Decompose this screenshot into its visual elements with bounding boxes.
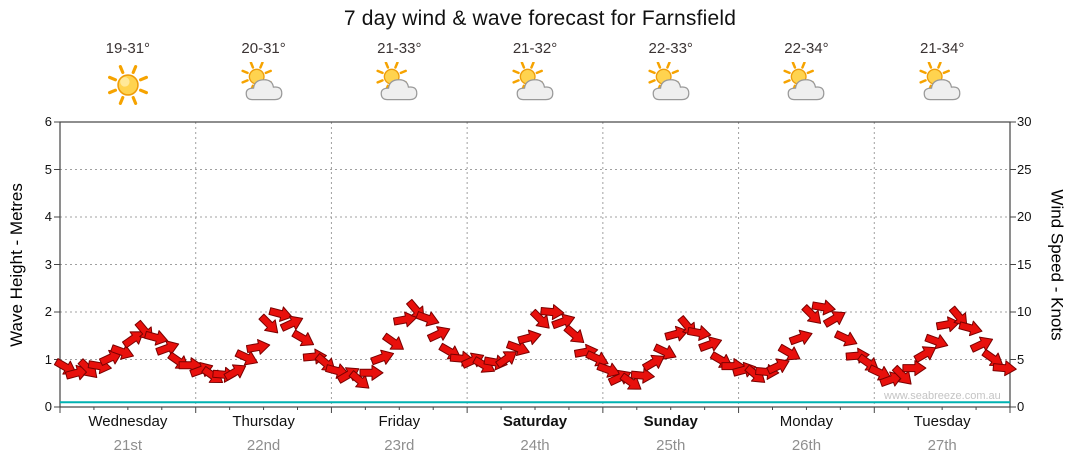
day-name: Thursday: [232, 413, 295, 430]
day-label: Thursday 22nd: [196, 413, 332, 454]
wave-tick-label: 0: [44, 399, 52, 414]
wind-tick-label: 10: [1017, 304, 1032, 319]
day-name: Saturday: [502, 413, 568, 430]
wind-tick-label: 0: [1017, 399, 1025, 414]
day-date: 27th: [927, 437, 957, 454]
watermark: www.seabreeze.com.au: [884, 390, 1001, 402]
wind-tick-label: 30: [1017, 114, 1032, 129]
day-name: Monday: [779, 413, 834, 430]
sun-icon: [105, 62, 151, 108]
day-label: Wednesday 21st: [60, 413, 196, 454]
temp-range-label: 20-31°: [241, 40, 286, 57]
day-date: 23rd: [384, 437, 415, 454]
wave-tick-label: 5: [44, 161, 52, 177]
temp-range-label: 19-31°: [105, 40, 151, 57]
day-summary: 19-31°: [60, 40, 196, 120]
day-summary: 22-34°: [739, 40, 875, 120]
day-name: Sunday: [643, 413, 698, 430]
sun-cloud-icon: [783, 61, 829, 108]
day-summary: 22-33°: [603, 40, 739, 120]
sun-cloud-icon: [512, 61, 558, 108]
day-date: 26th: [791, 437, 822, 454]
day-label: Tuesday 27th: [874, 413, 1010, 454]
sun-cloud-icon: [648, 61, 694, 108]
day-name: Wednesday: [88, 413, 168, 430]
day-name: Friday: [378, 413, 421, 430]
temp-range-label: 22-34°: [784, 40, 829, 57]
day-date: 25th: [656, 437, 686, 454]
wind-tick-label: 25: [1017, 161, 1032, 177]
wave-tick-label: 6: [44, 114, 52, 129]
left-axis: Wave Height - Metres: [0, 122, 34, 407]
left-axis-label: Wave Height - Metres: [7, 182, 26, 347]
temp-range-label: 21-33°: [377, 40, 422, 57]
wind-tick-label: 15: [1017, 256, 1032, 272]
right-axis: Wind Speed - Knots: [1034, 122, 1080, 407]
day-label: Sunday 25th: [603, 413, 739, 454]
day-label: Monday 26th: [739, 413, 875, 454]
day-date: 21st: [113, 437, 143, 454]
wave-tick-label: 2: [44, 304, 52, 319]
day-label: Saturday 24th: [467, 413, 603, 454]
wave-tick-label: 3: [44, 256, 52, 272]
wind-tick-label: 20: [1017, 209, 1032, 224]
sun-cloud-icon: [376, 61, 422, 108]
day-summary: 21-34°: [874, 40, 1010, 120]
day-summary: 21-33°: [331, 40, 467, 120]
page-title: 7 day wind & wave forecast for Farnsfiel…: [343, 7, 737, 30]
day-date: 24th: [520, 437, 550, 454]
day-label: Friday 23rd: [331, 413, 467, 454]
daily-summary-row: 19-31° 20-31° 21-33° 21-32° 22-33° 22-34…: [60, 40, 1010, 120]
temp-range-label: 21-34°: [919, 40, 965, 57]
right-axis-label: Wind Speed - Knots: [1048, 188, 1068, 341]
wind-tick-label: 5: [1017, 351, 1025, 367]
temp-range-label: 21-32°: [512, 40, 558, 57]
day-summary: 21-32°: [467, 40, 603, 120]
wave-tick-label: 1: [44, 351, 52, 367]
day-date: 22nd: [246, 437, 281, 454]
wave-tick-label: 4: [44, 209, 52, 224]
temp-range-label: 22-33°: [648, 40, 693, 57]
day-labels-row: Wednesday 21st Thursday 22nd Friday 23rd Satur…: [60, 413, 1010, 454]
sun-cloud-icon: [240, 61, 287, 108]
day-name: Tuesday: [913, 413, 971, 430]
day-summary: 20-31°: [196, 40, 332, 120]
sun-cloud-icon: [919, 61, 965, 108]
